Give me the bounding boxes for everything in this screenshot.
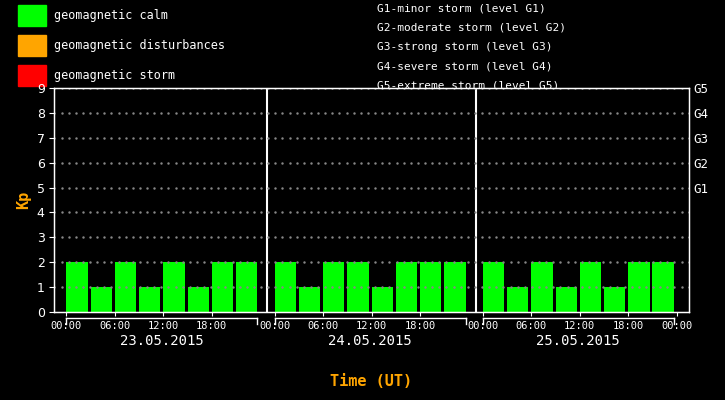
Bar [580, 262, 601, 312]
Text: Time (UT): Time (UT) [331, 374, 413, 390]
Text: G1-minor storm (level G1): G1-minor storm (level G1) [377, 4, 546, 14]
Text: G2-moderate storm (level G2): G2-moderate storm (level G2) [377, 23, 566, 33]
Bar [115, 262, 136, 312]
Bar [652, 262, 674, 312]
Text: 24.05.2015: 24.05.2015 [328, 334, 412, 348]
Text: geomagnetic storm: geomagnetic storm [54, 69, 175, 82]
Bar [323, 262, 344, 312]
Bar [18, 35, 46, 56]
Bar [18, 65, 46, 86]
Text: 23.05.2015: 23.05.2015 [120, 334, 204, 348]
Bar [555, 287, 577, 312]
Bar [188, 287, 209, 312]
Text: G3-strong storm (level G3): G3-strong storm (level G3) [377, 42, 552, 52]
Bar [444, 262, 465, 312]
Bar [604, 287, 625, 312]
Bar [507, 287, 529, 312]
Y-axis label: Kp: Kp [16, 191, 31, 209]
Bar [347, 262, 368, 312]
Text: geomagnetic calm: geomagnetic calm [54, 9, 168, 22]
Bar [299, 287, 320, 312]
Text: G5-extreme storm (level G5): G5-extreme storm (level G5) [377, 81, 559, 91]
Bar [531, 262, 552, 312]
Bar [629, 262, 650, 312]
Bar [91, 287, 112, 312]
Bar [396, 262, 417, 312]
Bar [420, 262, 442, 312]
Bar [67, 262, 88, 312]
Bar [163, 262, 185, 312]
Bar [139, 287, 160, 312]
Bar [483, 262, 505, 312]
Text: G4-severe storm (level G4): G4-severe storm (level G4) [377, 62, 552, 72]
Bar [212, 262, 233, 312]
Text: geomagnetic disturbances: geomagnetic disturbances [54, 39, 225, 52]
Bar [371, 287, 393, 312]
Bar [275, 262, 296, 312]
Bar [18, 5, 46, 26]
Text: 25.05.2015: 25.05.2015 [536, 334, 620, 348]
Bar [236, 262, 257, 312]
